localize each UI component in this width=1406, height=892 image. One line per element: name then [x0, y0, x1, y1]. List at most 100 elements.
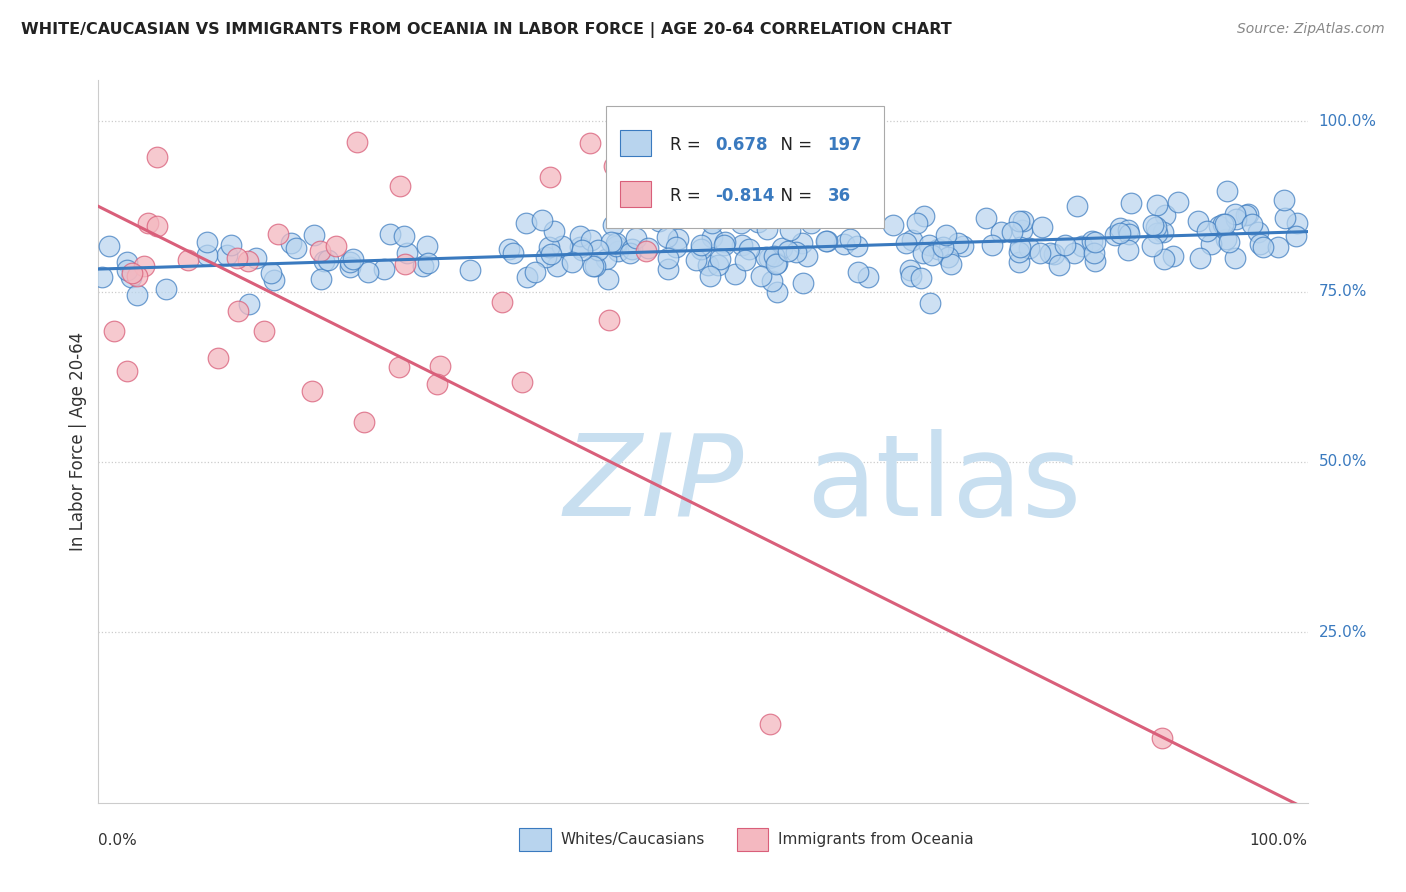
- Point: [800, 216, 823, 230]
- Point: [905, 216, 928, 230]
- Text: Whites/Caucasians: Whites/Caucasians: [561, 832, 704, 847]
- Point: [378, 227, 401, 241]
- FancyBboxPatch shape: [620, 181, 651, 207]
- FancyBboxPatch shape: [737, 828, 768, 851]
- Point: [197, 248, 219, 262]
- Point: [568, 240, 591, 254]
- Point: [912, 246, 935, 260]
- Point: [931, 240, 953, 254]
- Text: Immigrants from Oceania: Immigrants from Oceania: [778, 832, 973, 847]
- Point: [1195, 224, 1218, 238]
- Point: [1108, 227, 1130, 241]
- Point: [1018, 241, 1040, 255]
- Point: [766, 256, 789, 270]
- Point: [125, 288, 148, 302]
- Point: [588, 244, 610, 258]
- Point: [603, 159, 626, 173]
- Point: [395, 246, 418, 260]
- Point: [339, 255, 361, 269]
- Point: [226, 251, 249, 265]
- Point: [1008, 244, 1031, 259]
- Point: [779, 222, 801, 236]
- Point: [619, 246, 641, 260]
- Point: [416, 256, 439, 270]
- Point: [429, 359, 451, 373]
- Point: [714, 235, 737, 249]
- Point: [657, 251, 679, 265]
- Point: [426, 377, 449, 392]
- Point: [647, 214, 669, 228]
- Point: [1225, 212, 1247, 227]
- Point: [543, 224, 565, 238]
- Point: [1218, 235, 1240, 249]
- Point: [1047, 258, 1070, 272]
- Point: [136, 216, 159, 230]
- Point: [346, 135, 368, 149]
- Point: [747, 214, 769, 228]
- Point: [1008, 240, 1031, 254]
- Point: [699, 269, 721, 284]
- Point: [655, 230, 678, 244]
- Point: [770, 241, 793, 255]
- Point: [1161, 249, 1184, 263]
- Point: [856, 270, 879, 285]
- Point: [761, 274, 783, 288]
- Point: [103, 324, 125, 338]
- Point: [1188, 251, 1211, 265]
- Text: -0.814: -0.814: [716, 187, 775, 205]
- Text: N =: N =: [769, 136, 817, 154]
- Point: [339, 260, 361, 274]
- Point: [927, 243, 949, 257]
- Text: 0.678: 0.678: [716, 136, 768, 154]
- Point: [1272, 193, 1295, 207]
- Point: [657, 261, 679, 276]
- Point: [974, 211, 997, 226]
- Text: 75.0%: 75.0%: [1319, 284, 1367, 299]
- Point: [602, 218, 624, 232]
- Point: [132, 259, 155, 273]
- Point: [598, 313, 620, 327]
- Point: [910, 271, 932, 285]
- Point: [1071, 238, 1094, 252]
- Point: [540, 247, 562, 261]
- Point: [697, 258, 720, 272]
- Point: [758, 717, 780, 731]
- Point: [731, 238, 754, 252]
- Point: [689, 242, 711, 256]
- Point: [785, 244, 807, 259]
- Point: [458, 263, 481, 277]
- Point: [814, 234, 837, 248]
- Point: [846, 239, 869, 253]
- Point: [1083, 246, 1105, 260]
- Point: [749, 268, 772, 283]
- Point: [952, 238, 974, 252]
- Point: [579, 136, 602, 150]
- FancyBboxPatch shape: [606, 105, 884, 228]
- Point: [97, 239, 120, 253]
- Point: [1140, 239, 1163, 253]
- Point: [146, 150, 169, 164]
- Point: [1081, 234, 1104, 248]
- Point: [685, 253, 707, 268]
- Point: [1225, 251, 1247, 265]
- Point: [394, 257, 416, 271]
- Point: [491, 294, 513, 309]
- Text: 0.0%: 0.0%: [98, 833, 138, 848]
- Point: [1104, 227, 1126, 242]
- Point: [734, 253, 756, 268]
- Point: [195, 235, 218, 249]
- Point: [538, 170, 561, 185]
- Point: [598, 272, 620, 286]
- Point: [724, 267, 747, 281]
- Point: [546, 260, 568, 274]
- Point: [523, 265, 546, 279]
- Point: [730, 216, 752, 230]
- Point: [1215, 232, 1237, 246]
- Point: [1153, 252, 1175, 266]
- Point: [1187, 214, 1209, 228]
- Point: [537, 240, 560, 254]
- Point: [1286, 216, 1309, 230]
- Point: [177, 253, 200, 268]
- Point: [155, 282, 177, 296]
- Point: [713, 237, 735, 252]
